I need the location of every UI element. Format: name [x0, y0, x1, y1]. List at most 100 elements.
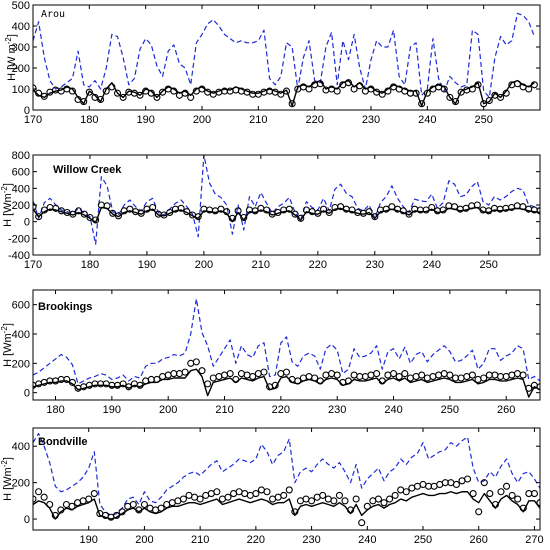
data-point [285, 205, 293, 213]
data-point [440, 370, 448, 378]
data-point [316, 80, 324, 88]
data-point [412, 372, 420, 381]
data-point [314, 209, 322, 217]
data-point [297, 214, 305, 222]
data-point [294, 377, 302, 385]
x-tick-label: 220 [272, 404, 290, 416]
data-point [401, 370, 409, 378]
x-tick-label: 190 [80, 534, 98, 545]
x-tick-label: 230 [328, 404, 346, 416]
data-point [308, 497, 316, 505]
x-tick-label: 210 [191, 534, 209, 545]
y-tick-label: 0 [24, 217, 30, 229]
data-point [170, 87, 178, 95]
x-tick-label: 180 [46, 404, 64, 416]
data-point [382, 205, 390, 213]
panel-title: Brookings [38, 301, 92, 313]
data-point [389, 370, 398, 378]
data-point [102, 87, 110, 95]
data-point [508, 491, 516, 499]
plot-frame [32, 427, 541, 531]
data-point [473, 201, 481, 209]
data-point [80, 210, 88, 218]
x-tick-label: 220 [309, 259, 327, 271]
data-point [33, 84, 37, 92]
y-tick-label: 200 [12, 358, 30, 370]
data-point [475, 508, 483, 516]
panel-brookings: 180 190 200 210 220 230 240 250 260 0 200 400 600 Bro… [0, 289, 541, 416]
data-point [508, 371, 516, 379]
data-point [367, 371, 375, 379]
x-tick-label: 230 [302, 534, 320, 545]
data-point [513, 370, 522, 378]
series-line-dashed [33, 12, 535, 98]
data-point [333, 87, 341, 95]
data-point [192, 358, 200, 366]
data-point [228, 214, 236, 222]
y-axis-label: H [Wm-2] [0, 183, 14, 227]
data-point [118, 508, 126, 516]
data-point [536, 207, 540, 215]
x-tick-label: 170 [24, 259, 42, 271]
data-point [356, 82, 364, 90]
data-point [335, 491, 343, 499]
panel-bondville: 190 200 210 220 230 240 250 260 270 0 200 400 Bondvi… [0, 427, 544, 546]
x-tick-label: 190 [138, 259, 156, 271]
data-point [395, 372, 403, 381]
data-point [305, 372, 313, 381]
data-point [198, 367, 206, 375]
data-point [480, 479, 488, 487]
data-point [254, 370, 262, 378]
data-point [344, 377, 353, 385]
data-point [85, 495, 93, 503]
data-point [282, 87, 291, 95]
y-tick-label: 600 [12, 300, 30, 312]
data-point [137, 209, 145, 217]
data-point [224, 493, 232, 501]
data-point [446, 371, 454, 379]
data-point [232, 375, 240, 384]
data-point [97, 95, 105, 104]
data-point [491, 500, 499, 509]
data-point [525, 384, 533, 392]
data-point [69, 210, 77, 218]
data-point [80, 98, 88, 106]
data-point [446, 93, 454, 101]
x-tick-label: 190 [136, 114, 154, 126]
data-point [299, 374, 307, 382]
data-point [140, 500, 148, 509]
data-point [136, 91, 144, 99]
data-point [469, 490, 477, 498]
y-tick-label: 400 [12, 183, 30, 195]
data-point [251, 207, 259, 215]
data-point [194, 213, 202, 221]
data-point [198, 85, 206, 93]
x-tick-label: 200 [195, 259, 213, 271]
data-point [234, 207, 242, 215]
data-point [428, 203, 436, 212]
panel-title: Arou [41, 9, 65, 20]
data-point [386, 495, 394, 503]
data-point [463, 372, 471, 381]
data-point [157, 504, 165, 512]
data-point [513, 80, 522, 88]
x-tick-label: 220 [247, 534, 265, 545]
x-tick-label: 210 [215, 404, 233, 416]
data-point [525, 85, 533, 93]
data-point [204, 380, 212, 388]
data-point [282, 368, 291, 376]
y-tick-label: -400 [8, 250, 30, 262]
data-point [63, 375, 71, 384]
data-point [40, 206, 48, 214]
data-point [166, 208, 174, 217]
data-point [367, 85, 375, 93]
data-point [142, 377, 150, 385]
data-point [378, 377, 386, 385]
data-point [136, 381, 144, 389]
x-tick-label: 250 [414, 534, 432, 545]
x-tick-label: 260 [497, 404, 515, 416]
data-point [40, 493, 48, 501]
data-point [405, 210, 413, 218]
data-point [240, 213, 248, 222]
y-tick-label: 400 [12, 441, 30, 453]
